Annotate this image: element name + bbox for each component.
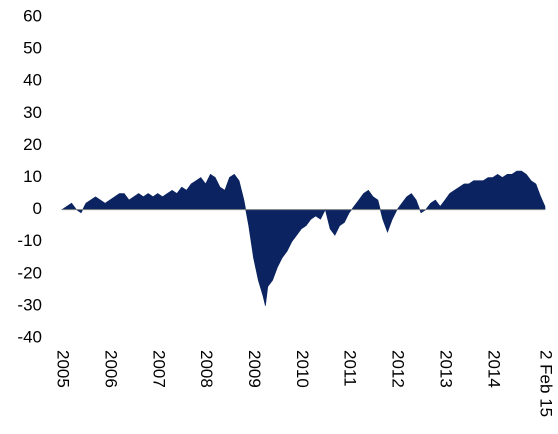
x-tick-label: 2009 (245, 350, 264, 388)
y-tick-label: -30 (17, 295, 42, 314)
x-tick-label: 2011 (341, 350, 360, 387)
x-tick-label: 2013 (436, 350, 455, 388)
y-tick-label: 40 (23, 71, 42, 90)
y-tick-label: -40 (17, 327, 42, 346)
x-tick-label: 2014 (484, 350, 503, 388)
y-tick-label: 30 (23, 103, 42, 122)
y-tick-label: -10 (17, 231, 42, 250)
y-tick-label: -20 (17, 263, 42, 282)
x-tick-label: 2006 (101, 350, 120, 388)
x-tick-label: 2010 (293, 350, 312, 388)
x-tick-label: 2012 (389, 350, 408, 388)
x-tick-label: 2008 (197, 350, 216, 388)
x-tick-label: 2005 (54, 350, 73, 388)
y-tick-label: 50 (23, 39, 42, 58)
y-tick-label: 10 (23, 167, 42, 186)
y-tick-label: 60 (23, 6, 42, 25)
x-tick-label: 2 Feb 15 (537, 350, 556, 417)
area (61, 170, 546, 306)
x-tick-label: 2007 (149, 350, 168, 388)
y-tick-label: 20 (23, 135, 42, 154)
y-tick-label: 0 (33, 199, 42, 218)
